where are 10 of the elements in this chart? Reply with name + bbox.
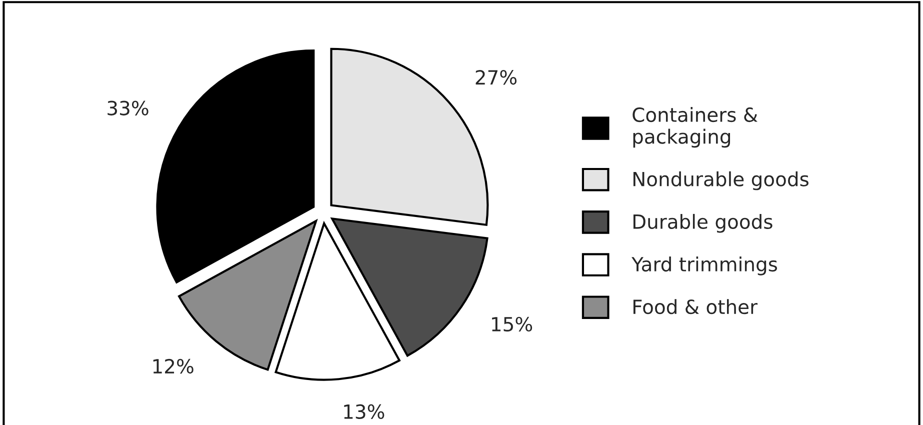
legend-label: Durable goods (633, 214, 772, 233)
legend-label: Yard trimmings (632, 256, 778, 276)
data-label: 33% (108, 100, 148, 116)
data-label: 13% (344, 404, 384, 420)
legend-label: Containers & packaging (632, 107, 758, 148)
data-label: 15% (492, 316, 532, 332)
legend-label: Food & other (633, 299, 758, 314)
data-label: 27% (476, 70, 517, 85)
legend-label: Nondurable goods (633, 171, 808, 190)
data-label: 12% (153, 358, 194, 374)
